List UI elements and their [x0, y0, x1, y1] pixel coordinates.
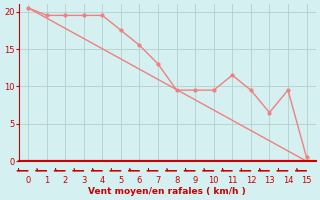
X-axis label: Vent moyen/en rafales ( km/h ): Vent moyen/en rafales ( km/h ): [88, 187, 246, 196]
